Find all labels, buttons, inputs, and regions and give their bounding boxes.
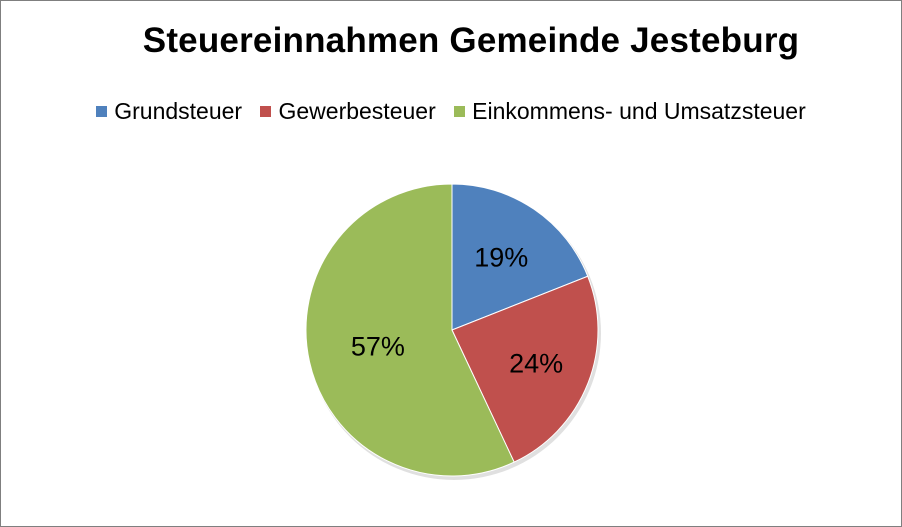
chart-legend: Grundsteuer Gewerbesteuer Einkommens- un… — [1, 98, 901, 125]
pie-slice-gewerbesteuer — [451, 275, 599, 463]
legend-label-einkommens-umsatzsteuer: Einkommens- und Umsatzsteuer — [472, 98, 806, 124]
legend-label-gewerbesteuer: Gewerbesteuer — [278, 98, 436, 124]
pie-label-gewerbesteuer: 24% — [509, 348, 563, 378]
legend-label-grundsteuer: Grundsteuer — [114, 98, 243, 124]
pie-slice-grundsteuer — [451, 183, 589, 331]
pie-slice-einkommens-umsatzsteuer — [305, 183, 515, 477]
legend-swatch-gewerbesteuer — [260, 106, 272, 117]
legend-item-einkommens-umsatzsteuer: Einkommens- und Umsatzsteuer — [454, 98, 806, 125]
legend-swatch-einkommens-umsatzsteuer — [454, 106, 466, 117]
legend-swatch-grundsteuer — [96, 106, 108, 117]
pie-label-grundsteuer: 19% — [474, 243, 528, 273]
chart-title: Steuereinnahmen Gemeinde Jesteburg — [142, 21, 800, 60]
legend-item-gewerbesteuer: Gewerbesteuer — [260, 98, 436, 125]
pie-label-einkommens-umsatzsteuer: 57% — [351, 332, 405, 362]
legend-item-grundsteuer: Grundsteuer — [96, 98, 242, 125]
